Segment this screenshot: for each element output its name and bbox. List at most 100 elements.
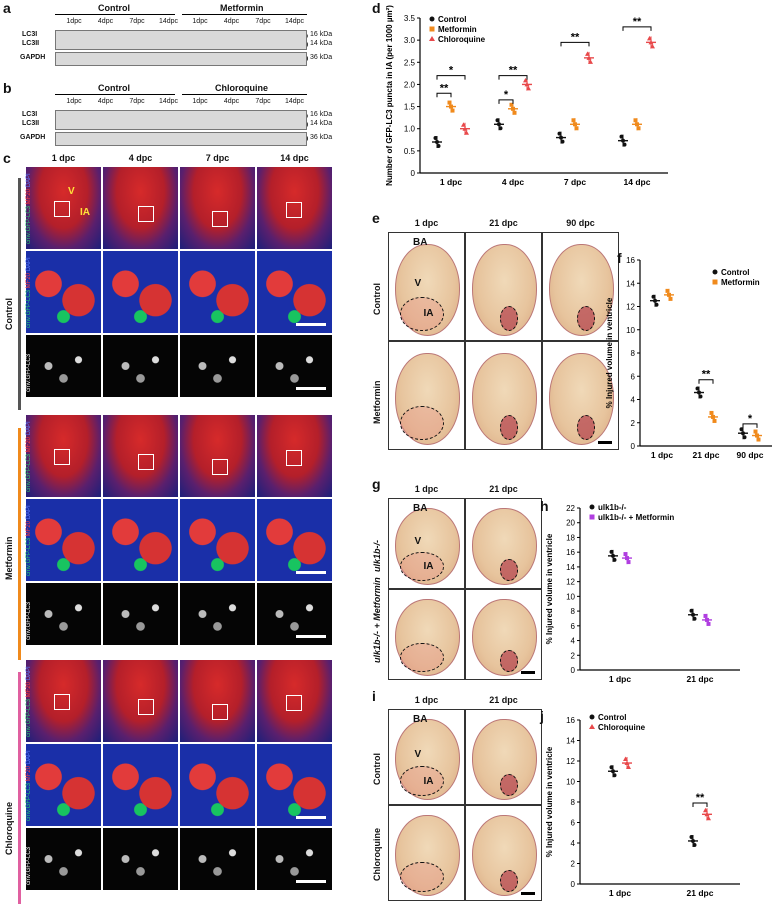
channel-gfp: cmv:GFP-LC3 — [26, 205, 32, 244]
y-tick-label: 0 — [411, 169, 416, 178]
scale-bar — [296, 880, 326, 883]
significance-label: * — [449, 65, 454, 77]
data-point — [559, 135, 563, 140]
panel-c-channel-label-gray: cmv:GFP-LC3 — [26, 353, 32, 392]
panel-c-image-overview — [256, 414, 333, 498]
data-point — [665, 288, 670, 293]
x-tick-label: 90 dpc — [737, 450, 764, 460]
significance-bracket — [692, 802, 708, 808]
panel-c-image-overview — [179, 414, 256, 498]
data-point — [635, 122, 639, 127]
panel-c-image-gray — [256, 827, 333, 891]
lane-label: 4dpc — [223, 18, 240, 25]
panel-c-col-header: 1 dpc — [51, 153, 76, 163]
data-point — [588, 59, 593, 64]
panel-c-image-zoom — [179, 250, 256, 334]
data-point — [523, 77, 528, 83]
data-point — [495, 118, 500, 123]
legend-marker — [429, 16, 435, 22]
panel-g-col-header: 1 dpc — [414, 484, 439, 494]
y-tick-label: 4 — [571, 839, 576, 848]
panel-c-image-gray — [179, 334, 256, 398]
data-point — [611, 553, 615, 558]
label-v: V — [414, 749, 422, 761]
data-point — [705, 617, 709, 622]
panel-c-image-zoom — [102, 250, 179, 334]
panel-c-image-overview — [256, 166, 333, 250]
legend-label: Control — [438, 15, 466, 24]
panel-c-channel-label: cmv:GFP-LC3 MF20 DAPI — [26, 257, 32, 328]
data-point — [667, 292, 671, 297]
data-point — [706, 815, 711, 821]
data-point — [450, 108, 455, 113]
y-tick-label: 3.5 — [404, 14, 416, 23]
panel-label-e: e — [372, 210, 380, 226]
data-point — [709, 410, 714, 415]
significance-label: ** — [440, 82, 449, 94]
lane-label: 1dpc — [66, 98, 82, 105]
roi-box — [138, 699, 154, 715]
panel-b-kda-16: 16 kDa — [310, 111, 333, 118]
x-tick-label: 21 dpc — [687, 674, 714, 684]
data-point — [697, 390, 701, 395]
data-point — [703, 807, 708, 813]
panel-c-channel-label-gray: cmv:GFP-LC3 — [26, 601, 32, 640]
panel-i-histology-image — [388, 805, 465, 901]
y-tick-label: 10 — [626, 326, 635, 335]
roi-box — [212, 459, 228, 475]
channel-mf20: MF20 — [26, 520, 32, 537]
chart-d: 0 0.5 1.0 1.5 2.0 2.5 3.0 3.5 1 dpc 4 dpc 7 dpc 14 … — [385, 5, 668, 187]
panel-c-image-zoom — [179, 743, 256, 827]
scale-bar — [521, 671, 535, 674]
data-point — [756, 437, 761, 442]
data-point — [692, 842, 697, 847]
lane-label: 7dpc — [129, 98, 145, 105]
data-point — [755, 433, 759, 438]
y-axis-label: Number of GFP-LC3 puncta in IA (per 1000… — [385, 5, 394, 186]
panel-e-histology-image — [542, 341, 619, 450]
y-tick-label: 14 — [626, 279, 635, 288]
panel-c-image-gray — [102, 334, 179, 398]
panel-c-image-overview — [256, 659, 333, 743]
label-ia: IA — [423, 775, 434, 787]
channel-mf20: MF20 — [26, 681, 32, 698]
panel-b-kda-14: 14 kDa — [310, 120, 333, 127]
y-axis-label: % Injured volume in ventricle — [545, 746, 554, 857]
panel-label-g: g — [372, 476, 381, 492]
legend-label: Chloroquine — [598, 723, 646, 732]
y-tick-label: 8 — [571, 798, 576, 807]
data-point — [753, 429, 758, 434]
channel-dapi: DAPI — [26, 750, 32, 765]
data-point — [739, 427, 744, 432]
panel-c-image-gray — [179, 827, 256, 891]
injured-area-outline — [576, 305, 596, 332]
label-ba: BA — [413, 713, 428, 725]
panel-i-row-label: Chloroquine — [372, 828, 382, 881]
significance-bracket — [498, 75, 528, 80]
legend-marker — [429, 36, 435, 41]
panel-i-col-header: 1 dpc — [414, 695, 439, 705]
panel-label-a: a — [3, 0, 11, 16]
y-tick-label: 18 — [566, 533, 575, 542]
scale-bar — [296, 635, 326, 638]
panel-c-label-v: V — [68, 186, 75, 197]
y-tick-label: 2.0 — [404, 80, 416, 89]
significance-bracket — [622, 26, 652, 31]
y-tick-label: 6 — [631, 372, 636, 381]
data-point — [668, 296, 673, 301]
panel-c-image-zoom — [179, 498, 256, 582]
panel-a-row-lc3ii: LC3II — [22, 40, 40, 47]
channel-dapi: DAPI — [26, 505, 32, 520]
data-point — [623, 552, 628, 557]
panel-a-kda-36: 36 kDa — [310, 54, 333, 61]
panel-c-label-ia: IA — [80, 207, 90, 218]
significance-bracket — [698, 379, 714, 384]
injured-area-outline — [400, 552, 444, 581]
panel-e-row-label: Metformin — [372, 380, 382, 424]
panel-label-j: j — [540, 708, 544, 724]
chart-j: 0 2 4 6 8 10 12 14 16 1 dpc 21 dpc % Injured volume… — [545, 713, 740, 898]
panel-i-col-header: 21 dpc — [489, 695, 518, 705]
panel-c-image-zoom — [256, 250, 333, 334]
data-point — [447, 100, 452, 105]
panel-c-bar-control — [18, 178, 21, 410]
